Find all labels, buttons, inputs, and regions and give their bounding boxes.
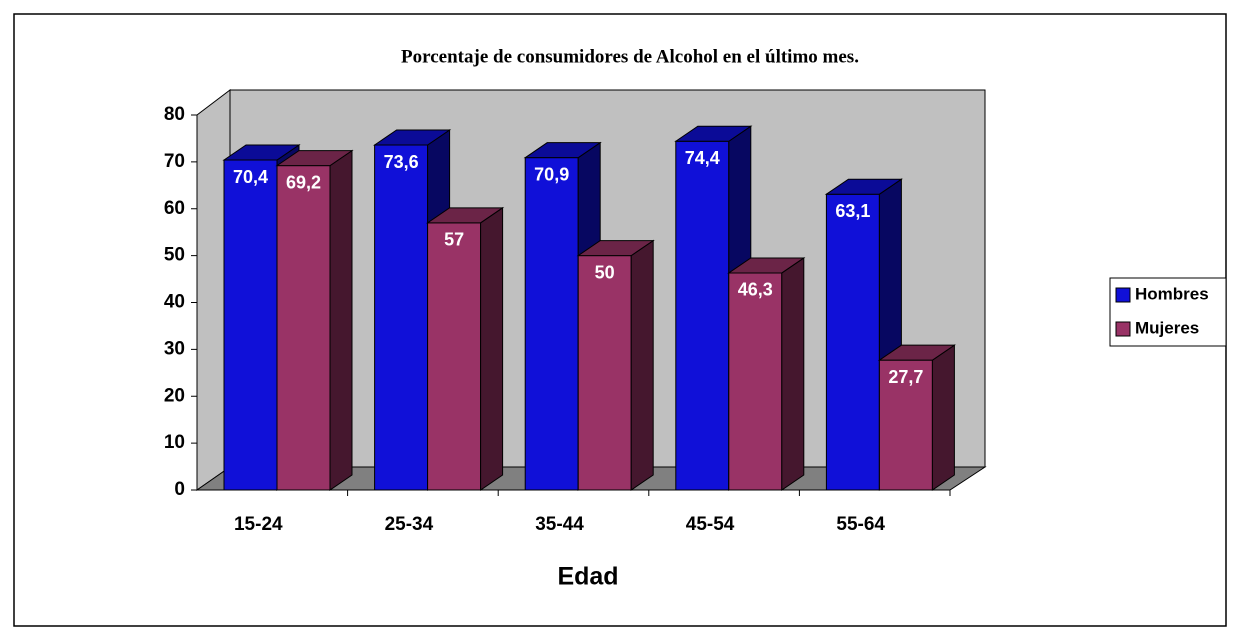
bar-top [824,178,904,195]
bar-front [728,272,783,491]
bar-top [275,150,354,167]
bar-side [480,206,504,491]
bar-top [877,344,957,361]
bar-front [276,165,331,491]
bar-top [576,240,655,257]
data-label: 46,3 [738,280,773,300]
data-label: 27,7 [888,367,923,387]
y-tick-label: 40 [164,292,185,313]
x-tick-label: 35-44 [535,514,584,535]
bar-top [727,257,806,274]
y-tick-label: 60 [164,198,185,219]
bar-front [374,144,429,491]
data-label: 70,4 [233,167,268,187]
data-label: 50 [595,262,615,282]
y-tick-label: 0 [174,479,185,500]
legend-label: Hombres [1135,284,1209,303]
bar-front [577,255,632,491]
bar-top [222,144,301,161]
y-tick-label: 70 [164,151,185,172]
bar-front [524,157,579,491]
bar-front [223,159,278,491]
data-label: 73,6 [384,152,419,172]
bar-front [675,140,730,491]
y-tick-label: 50 [164,245,185,266]
chart-title: Porcentaje de consumidores de Alcohol en… [401,46,859,67]
x-tick-label: 25-34 [385,514,434,535]
y-tick-label: 10 [164,432,185,453]
legend-label: Mujeres [1135,318,1199,337]
bar-top [674,125,753,142]
x-tick-label: 45-54 [686,514,735,535]
data-label: 74,4 [685,148,720,168]
bar-top [425,207,505,224]
bar-side [931,344,955,491]
bar-top [523,142,602,159]
y-tick-label: 20 [164,385,185,406]
x-tick-label: 15-24 [234,514,283,535]
data-label: 70,9 [534,164,569,184]
bar-side [781,257,805,491]
data-label: 63,1 [835,201,870,221]
x-tick-label: 55-64 [836,514,885,535]
bar-front [427,222,482,491]
bar-top [372,129,452,146]
legend-swatch [1115,287,1131,303]
data-label: 57 [444,230,464,250]
x-axis-label: Edad [557,563,618,591]
legend-swatch [1115,321,1131,337]
bar-front [878,359,933,491]
bar-front [825,193,880,491]
y-tick-label: 80 [164,104,185,125]
y-tick-label: 30 [164,338,185,359]
bar-side [329,149,353,491]
bar-side [630,239,654,491]
data-label: 69,2 [286,172,321,192]
